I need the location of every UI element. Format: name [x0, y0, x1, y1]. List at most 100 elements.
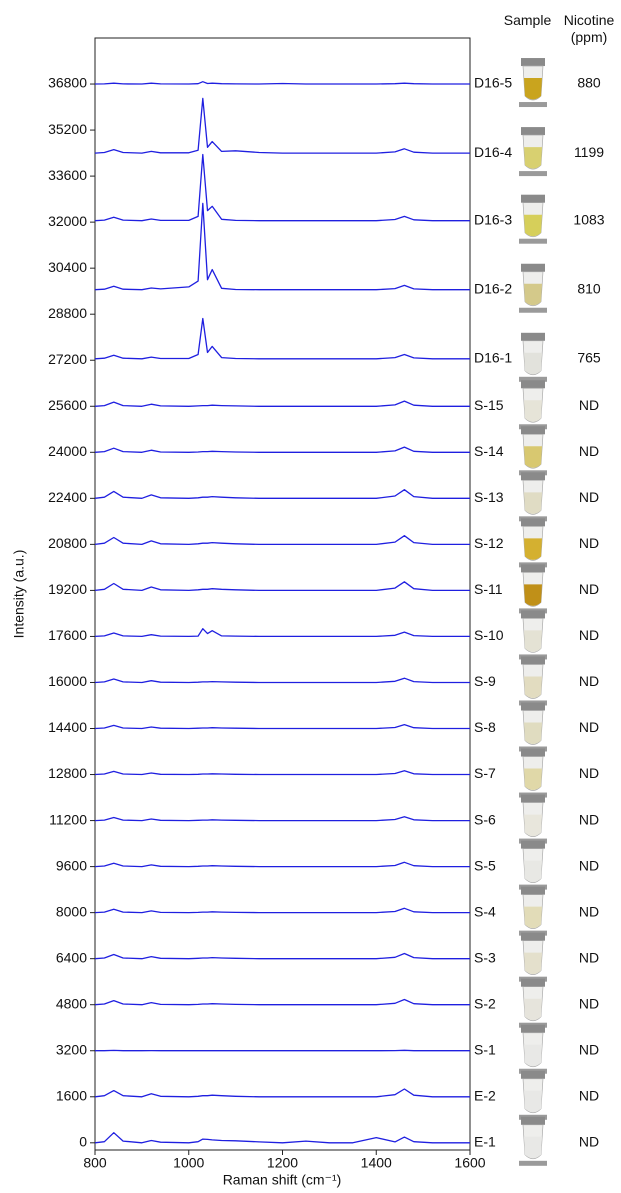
spectrum-line [94, 628, 470, 638]
nicotine-value: ND [579, 903, 599, 919]
sample-label: S-10 [474, 627, 504, 643]
y-tick-label: 28800 [48, 305, 87, 321]
x-tick-label: 1000 [173, 1155, 204, 1171]
tube-base [519, 1160, 547, 1166]
spectrum-line [94, 581, 470, 592]
nicotine-value: 880 [577, 75, 601, 91]
tube-liquid [524, 630, 542, 652]
nicotine-value: ND [579, 949, 599, 965]
tube-base [519, 376, 547, 382]
y-axis-label: Intensity (a.u.) [11, 550, 27, 639]
spectrum-line [94, 1088, 470, 1098]
sample-label: S-1 [474, 1041, 496, 1057]
tube-liquid [524, 283, 542, 306]
tube-liquid [524, 998, 542, 1021]
nicotine-value: ND [579, 443, 599, 459]
spectrum-line [94, 153, 470, 222]
tube-liquid [524, 1136, 542, 1159]
sample-label: S-7 [474, 765, 496, 781]
sample-label: S-13 [474, 489, 504, 505]
tube-liquid [524, 538, 542, 560]
tube-liquid [524, 722, 542, 745]
y-tick-label: 30400 [48, 259, 87, 275]
tube-cap [521, 702, 545, 711]
sample-label: E-2 [474, 1087, 496, 1103]
y-tick-label: 6400 [56, 949, 87, 965]
x-tick-label: 1200 [267, 1155, 298, 1171]
tube-cap [521, 794, 545, 803]
x-tick-label: 1600 [454, 1155, 485, 1171]
sample-label: S-6 [474, 811, 496, 827]
y-tick-label: 36800 [48, 75, 87, 91]
spectrum-line [94, 816, 470, 822]
spectrum-line [94, 400, 470, 407]
spectrum-line [94, 952, 470, 960]
x-axis-label: Raman shift (cm⁻¹) [223, 1172, 342, 1188]
tube-liquid [524, 492, 542, 514]
y-tick-label: 3200 [56, 1041, 87, 1057]
tube-cap [521, 1116, 545, 1125]
tube-liquid [524, 952, 542, 975]
y-tick-label: 9600 [56, 857, 87, 873]
tube-base [519, 238, 547, 244]
tube-cap [521, 610, 545, 619]
nicotine-value: 1199 [574, 144, 604, 160]
y-tick-label: 24000 [48, 443, 87, 459]
tube-cap [521, 332, 545, 341]
nicotine-value: ND [579, 535, 599, 551]
tube-base [519, 102, 547, 108]
y-tick-label: 11200 [49, 811, 87, 827]
spectrum-line [94, 202, 470, 291]
y-tick-label: 33600 [48, 167, 87, 183]
tube-cap [521, 127, 545, 136]
nicotine-value: ND [579, 673, 599, 689]
nicotine-value: 765 [577, 350, 601, 366]
spectrum-line [94, 770, 470, 776]
x-tick-label: 800 [83, 1155, 107, 1171]
tube-liquid [524, 860, 542, 883]
y-tick-label: 1600 [56, 1087, 87, 1103]
nicotine-value: 810 [577, 280, 601, 296]
spectrum-line [94, 81, 470, 85]
tube-cap [521, 58, 545, 67]
tube-cap [521, 1024, 545, 1033]
nicotine-value: ND [579, 1087, 599, 1103]
nicotine-value: ND [579, 811, 599, 827]
spectrum-line [94, 907, 470, 914]
spectrum-line [94, 677, 470, 684]
tube-liquid [524, 676, 542, 698]
tube-liquid [524, 400, 542, 422]
sample-label: D16-4 [474, 144, 512, 160]
spectrum-line [94, 861, 470, 868]
y-tick-label: 14400 [48, 719, 87, 735]
tube-cap [521, 886, 545, 895]
tube-cap [521, 840, 545, 849]
tube-cap [521, 426, 545, 435]
y-tick-label: 0 [79, 1134, 87, 1150]
y-tick-label: 12800 [48, 765, 87, 781]
sample-label: D16-1 [474, 350, 512, 366]
spectrum-line [94, 1132, 470, 1144]
tube-base [519, 307, 547, 313]
tube-cap [521, 472, 545, 481]
nicotine-value: ND [579, 397, 599, 413]
sample-header: Sample [503, 12, 552, 28]
spectrum-line [94, 97, 470, 154]
x-tick-label: 1400 [361, 1155, 392, 1171]
tube-liquid [524, 214, 542, 237]
nicotine-value: ND [579, 719, 599, 735]
plot-frame [94, 37, 471, 1151]
tube-cap [521, 564, 545, 573]
spectrum-line [94, 317, 470, 360]
y-tick-label: 27200 [48, 351, 87, 367]
tube-liquid [524, 1044, 542, 1067]
nicotine-value: ND [579, 627, 599, 643]
y-tick-label: 20800 [48, 535, 87, 551]
sample-label: S-9 [474, 673, 496, 689]
tube-liquid [524, 584, 542, 606]
spectrum-line [94, 723, 470, 730]
tube-liquid [524, 446, 542, 468]
tube-liquid [524, 906, 542, 929]
y-tick-label: 25600 [48, 397, 87, 413]
